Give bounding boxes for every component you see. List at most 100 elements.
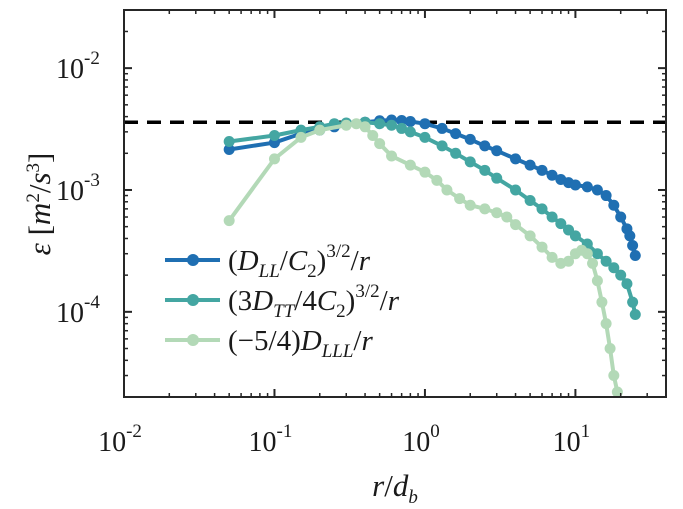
data-point — [314, 124, 326, 136]
x-tick-label: 10-2 — [98, 421, 142, 458]
data-point — [374, 138, 386, 150]
x-tick-label: 10-1 — [249, 421, 293, 458]
plot-frame — [123, 9, 667, 398]
data-point — [386, 119, 398, 131]
data-point — [479, 203, 491, 215]
data-point — [569, 179, 581, 191]
data-point — [419, 131, 431, 143]
data-point — [615, 269, 627, 281]
data-point — [600, 318, 612, 330]
data-point — [581, 181, 593, 193]
data-point — [359, 121, 371, 133]
data-point — [441, 184, 453, 196]
data-point — [491, 145, 503, 157]
data-point — [546, 169, 558, 181]
data-point — [396, 114, 408, 126]
data-point — [510, 184, 522, 196]
data-point — [464, 199, 476, 211]
data-point — [600, 255, 612, 267]
data-point — [367, 129, 379, 141]
data-point — [563, 255, 575, 267]
data-point — [295, 131, 307, 143]
legend: (DLL/C2)3/2/r (3DTT/4C2)3/2/r (−5/4)DLLL… — [165, 241, 400, 362]
data-point — [524, 230, 536, 242]
data-point — [479, 164, 491, 176]
x-tick-label: 100 — [402, 421, 440, 458]
y-tick-label: 10-4 — [56, 292, 100, 329]
data-point — [436, 122, 448, 134]
data-point — [450, 128, 462, 140]
data-point — [431, 174, 443, 186]
data-point — [340, 119, 352, 131]
legend-label-dtt: (3DTT/4C2)3/2/r — [228, 281, 400, 322]
y-tick-label: 10-3 — [56, 170, 100, 207]
legend-marker-dll — [187, 254, 199, 266]
data-point — [546, 211, 558, 223]
data-point — [436, 140, 448, 152]
data-point — [587, 257, 599, 269]
data-point — [604, 343, 616, 355]
y-tick-label: 10-2 — [56, 48, 100, 85]
data-point — [223, 143, 235, 155]
data-point — [510, 219, 522, 231]
data-point — [501, 211, 513, 223]
data-point — [569, 230, 581, 242]
y-axis-label: ε [m2/s3] — [22, 153, 57, 256]
data-point — [536, 203, 548, 215]
data-point — [591, 248, 603, 260]
legend-label-dlll: (−5/4)DLLL/r — [228, 325, 373, 362]
data-point — [524, 194, 536, 206]
series-2 — [223, 118, 623, 398]
data-point — [223, 135, 235, 147]
data-point — [627, 296, 639, 308]
data-point — [404, 115, 416, 127]
data-point — [419, 118, 431, 130]
data-point — [629, 249, 641, 261]
data-point — [629, 309, 641, 321]
data-point — [581, 248, 593, 260]
data-point — [350, 118, 362, 130]
data-point — [491, 207, 503, 219]
data-point — [386, 150, 398, 162]
series-layer — [223, 114, 641, 398]
data-point — [464, 156, 476, 168]
data-point — [223, 215, 235, 227]
data-point — [608, 199, 620, 211]
data-point — [608, 370, 620, 382]
legend-label-dll: (DLL/C2)3/2/r — [228, 241, 371, 282]
data-point — [464, 133, 476, 145]
data-point — [546, 251, 558, 263]
data-point — [591, 184, 603, 196]
data-point — [615, 211, 627, 223]
data-point — [491, 172, 503, 184]
data-point — [374, 118, 386, 130]
data-point — [268, 129, 280, 141]
x-axis-label: r/db — [372, 468, 418, 508]
data-point — [608, 262, 620, 274]
data-point — [627, 240, 639, 252]
data-point — [524, 159, 536, 171]
data-point — [404, 159, 416, 171]
data-point — [510, 153, 522, 165]
data-point — [600, 190, 612, 202]
data-point — [396, 122, 408, 134]
data-point — [419, 166, 431, 178]
data-point — [536, 241, 548, 253]
tick-layer: 10-2 10-1 100 101 10-4 10-3 10-2 — [56, 9, 667, 458]
data-point — [555, 218, 567, 230]
data-point — [450, 147, 462, 159]
data-point — [591, 275, 603, 287]
data-point — [624, 230, 636, 242]
data-point — [536, 164, 548, 176]
x-tick-label: 101 — [553, 421, 591, 458]
data-point — [404, 126, 416, 138]
data-point — [479, 140, 491, 152]
data-point — [621, 278, 633, 290]
data-point — [596, 296, 608, 308]
data-point — [268, 153, 280, 165]
legend-marker-dtt — [187, 294, 199, 306]
legend-marker-dlll — [187, 334, 199, 346]
data-point — [454, 193, 466, 205]
